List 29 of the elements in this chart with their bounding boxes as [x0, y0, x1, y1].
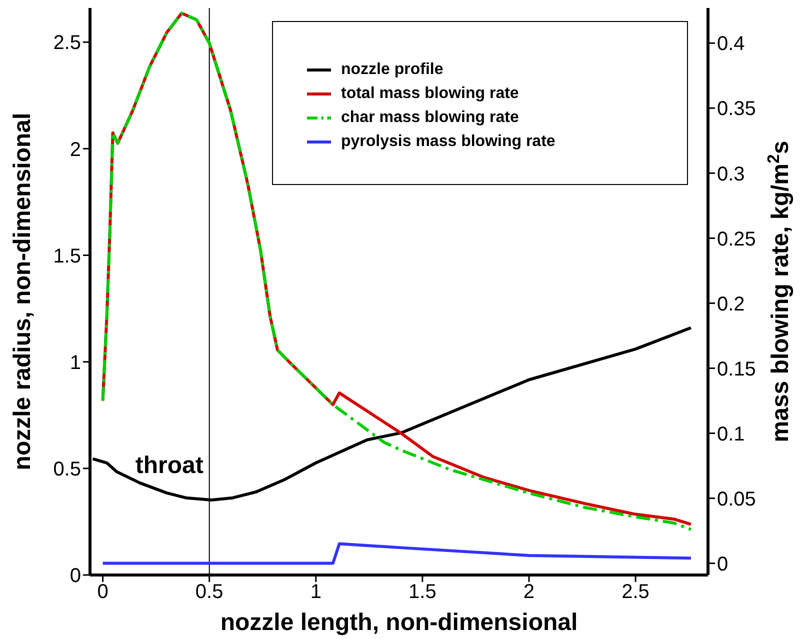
y-axis-title: nozzle radius, non-dimensional — [9, 112, 36, 470]
ref-line-label: throat — [135, 452, 204, 479]
x-tick-label: 0 — [97, 581, 108, 604]
legend-label: total mass blowing rate — [341, 84, 519, 102]
y-tick-label: 2.5 — [53, 32, 81, 54]
x-tick-label: 0.5 — [195, 581, 224, 604]
y2-tick-label: 0.15 — [717, 358, 756, 380]
x-tick-label: 2 — [523, 581, 535, 604]
y2-tick-label: 0.3 — [717, 163, 745, 186]
y2-tick-label: 0 — [717, 553, 728, 576]
y-tick-label: 1.5 — [53, 245, 81, 268]
x-tick-label: 2.5 — [622, 581, 650, 604]
y2-tick-label: 0.35 — [717, 98, 756, 120]
legend-label: pyrolysis mass blowing rate — [341, 132, 556, 150]
y-tick-label: 0.5 — [53, 458, 81, 481]
y-tick-label: 2 — [70, 138, 81, 161]
legend-label: char mass blowing rate — [341, 108, 519, 126]
x-axis-title: nozzle length, non-dimensional — [220, 609, 578, 636]
y2-tick-label: 0.05 — [717, 488, 756, 510]
x-tick-label: 1 — [310, 581, 322, 604]
x-tick-label: 1.5 — [408, 581, 436, 604]
y-tick-label: 1 — [70, 352, 81, 374]
y2-tick-label: 0.25 — [717, 228, 756, 250]
y2-tick-label: 0.1 — [717, 423, 745, 446]
y2-tick-label: 0.4 — [717, 33, 745, 56]
y-tick-label: 0 — [70, 565, 81, 588]
legend-label: nozzle profile — [341, 60, 444, 78]
y2-tick-label: 0.2 — [717, 293, 745, 316]
line-series — [101, 542, 692, 565]
